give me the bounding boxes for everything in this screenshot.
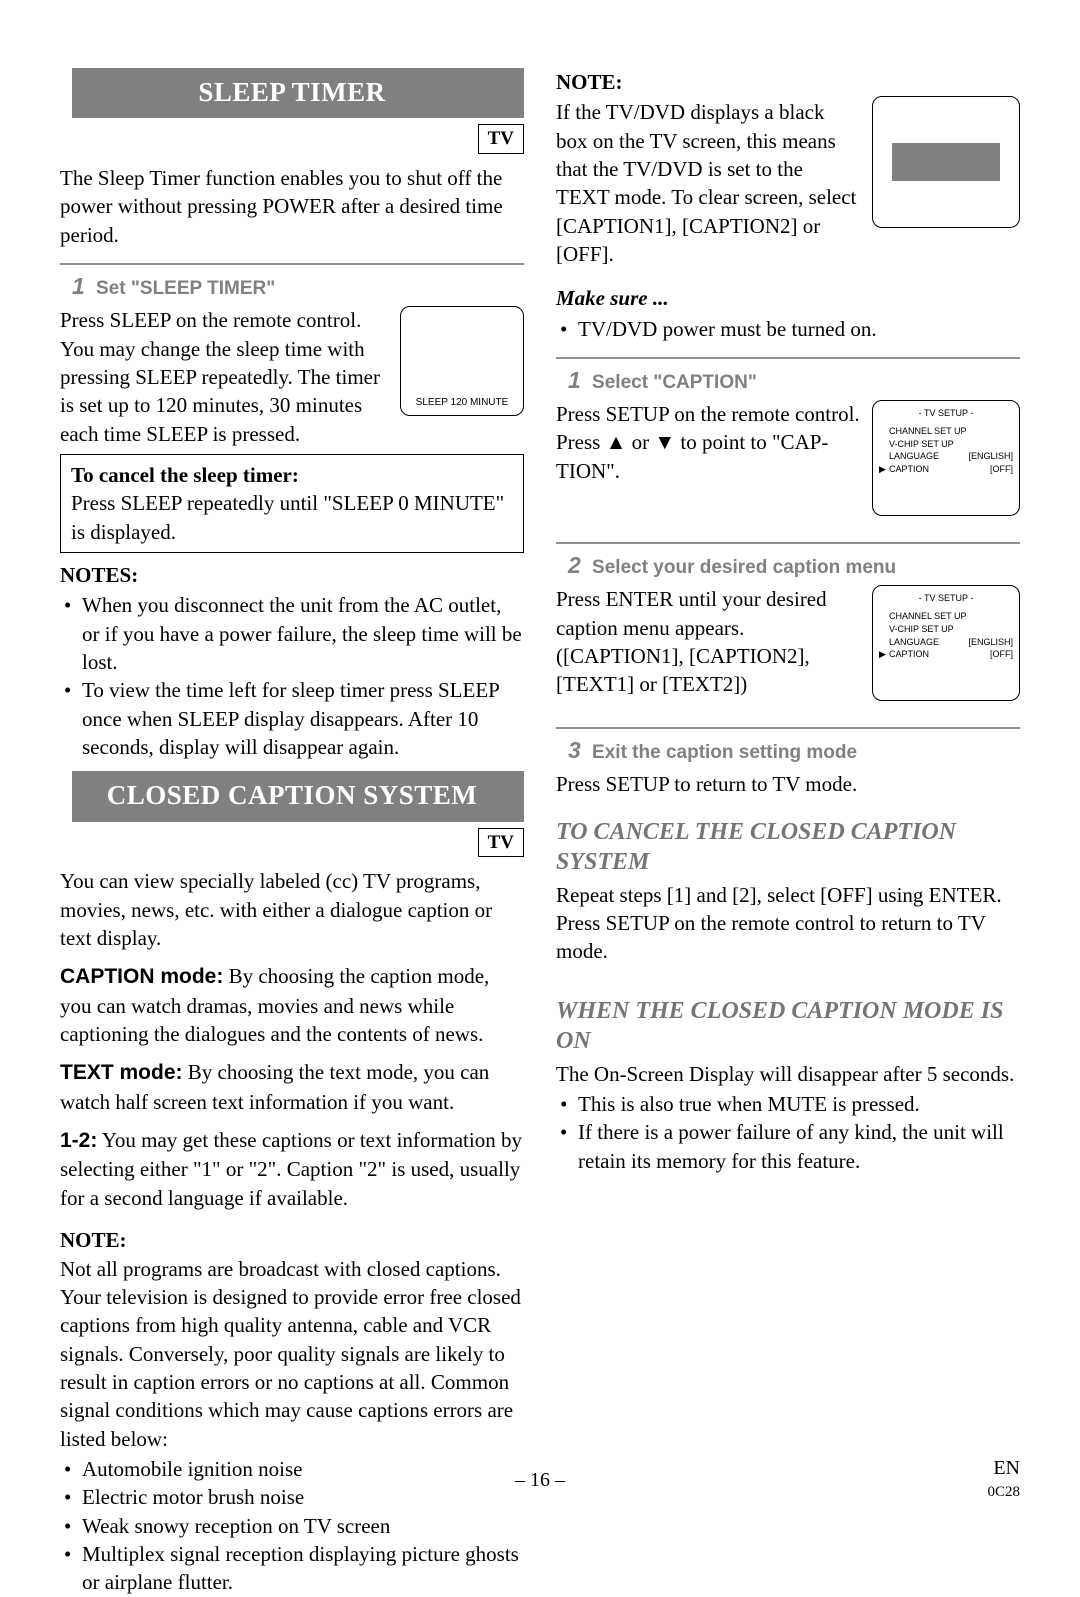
sleep-mini-text: SLEEP 120 MINUTE [416, 396, 509, 410]
menu-row: CAPTION [889, 463, 990, 476]
make-sure: Make sure ... [556, 284, 1020, 312]
step-title: Set "SLEEP TIMER" [96, 278, 275, 299]
cancel-cc-title: TO CANCEL THE CLOSED CAPTION SYSTEM [556, 817, 1020, 877]
step-3-heading: 3 Exit the caption setting mode [568, 735, 1020, 766]
caption-mode-para: CAPTION mode: By choosing the caption mo… [60, 962, 524, 1048]
tv-badge: TV [478, 828, 524, 858]
blackbox-mini-screen [872, 96, 1020, 228]
make-sure-list: TV/DVD power must be turned on. [556, 315, 1020, 343]
when-on-title: WHEN THE CLOSED CAPTION MODE IS ON [556, 996, 1020, 1056]
when-on-body: The On-Screen Display will disappear aft… [556, 1060, 1020, 1088]
tv-setup-mini-screen: - TV SETUP - CHANNEL SET UP V-CHIP SET U… [872, 585, 1020, 701]
menu-val: [ENGLISH] [968, 636, 1013, 649]
list-item: When you disconnect the unit from the AC… [64, 591, 524, 676]
menu-val: [OFF] [990, 463, 1013, 476]
footer-code: 0C28 [987, 1482, 1020, 1502]
note-heading: NOTE: [60, 1226, 524, 1254]
mini-title: - TV SETUP - [879, 407, 1013, 419]
list-item: TV/DVD power must be turned on. [560, 315, 1020, 343]
step-2-body-2: ([CAPTION1], [CAPTION2], [TEXT1] or [TEX… [556, 642, 862, 699]
step-1-body: Press SETUP on the remote control. Press… [556, 400, 862, 485]
list-item: To view the time left for sleep timer pr… [64, 676, 524, 761]
step-title: Select "CAPTION" [592, 372, 757, 393]
list-item: This is also true when MUTE is pressed. [560, 1090, 1020, 1118]
menu-val: [OFF] [990, 648, 1013, 661]
note-body: If the TV/DVD displays a black box on th… [556, 98, 858, 268]
step-number: 2 [568, 552, 581, 578]
step-1-body: Press SLEEP on the remote control. You m… [60, 306, 392, 448]
one-two-para: 1-2: You may get these captions or text … [60, 1126, 524, 1212]
closed-caption-banner: CLOSED CAPTION SYSTEM [60, 771, 524, 821]
sleep-timer-banner: SLEEP TIMER [60, 68, 524, 118]
when-on-list: This is also true when MUTE is pressed. … [556, 1090, 1020, 1175]
blackbox-inner [892, 143, 1000, 181]
menu-row: LANGUAGE [889, 450, 968, 463]
menu-row: V-CHIP SET UP [889, 623, 1013, 636]
step-number: 3 [568, 737, 581, 763]
menu-val: [ENGLISH] [968, 450, 1013, 463]
one-two-label: 1-2: [60, 1129, 97, 1152]
step-2-heading: 2 Select your desired caption menu [568, 550, 1020, 581]
footer: – 16 – EN 0C28 [0, 1467, 1080, 1494]
note-heading: NOTE: [556, 68, 1020, 96]
list-item: If there is a power failure of any kind,… [560, 1118, 1020, 1175]
step-title: Exit the caption setting mode [592, 742, 857, 763]
menu-row: LANGUAGE [889, 636, 968, 649]
step-number: 1 [568, 367, 581, 393]
cancel-cc-body: Repeat steps [1] and [2], select [OFF] u… [556, 881, 1020, 966]
menu-row: CHANNEL SET UP [889, 425, 1013, 438]
menu-row: CHANNEL SET UP [889, 610, 1013, 623]
page-number: – 16 – [0, 1467, 1080, 1494]
text-mode-label: TEXT mode: [60, 1061, 183, 1084]
step-3-body: Press SETUP to return to TV mode. [556, 770, 1020, 798]
notes-list: When you disconnect the unit from the AC… [60, 591, 524, 761]
banner-text: CLOSED CAPTION SYSTEM [107, 780, 478, 810]
cc-intro: You can view specially labeled (cc) TV p… [60, 867, 524, 952]
step-number: 1 [72, 273, 85, 299]
step-1-heading: 1 Set "SLEEP TIMER" [72, 271, 524, 302]
cancel-title: To cancel the sleep timer: [71, 461, 513, 489]
step-1-heading: 1 Select "CAPTION" [568, 365, 1020, 396]
tv-badge: TV [478, 124, 524, 154]
divider [60, 263, 524, 265]
caption-mode-label: CAPTION mode: [60, 965, 223, 988]
divider [556, 727, 1020, 729]
one-two-body: You may get these captions or text infor… [60, 1128, 522, 1210]
banner-text: SLEEP TIMER [198, 77, 385, 107]
step-title: Select your desired caption menu [592, 557, 896, 578]
divider [556, 542, 1020, 544]
sleep-mini-screen: SLEEP 120 MINUTE [400, 306, 524, 416]
sleep-intro: The Sleep Timer function enables you to … [60, 164, 524, 249]
menu-row: CAPTION [889, 648, 990, 661]
notes-heading: NOTES: [60, 561, 524, 589]
text-mode-para: TEXT mode: By choosing the text mode, yo… [60, 1058, 524, 1116]
divider [556, 357, 1020, 359]
tv-setup-mini-screen: - TV SETUP - CHANNEL SET UP V-CHIP SET U… [872, 400, 1020, 516]
cancel-body: Press SLEEP repeatedly until "SLEEP 0 MI… [71, 489, 513, 546]
list-item: Multiplex signal reception displaying pi… [64, 1540, 524, 1597]
mini-title: - TV SETUP - [879, 592, 1013, 604]
menu-row: V-CHIP SET UP [889, 438, 1013, 451]
footer-en: EN [987, 1455, 1020, 1482]
note-body: Not all programs are broadcast with clos… [60, 1255, 524, 1453]
step-2-body-1: Press ENTER until your desired caption m… [556, 585, 862, 642]
cancel-box: To cancel the sleep timer: Press SLEEP r… [60, 454, 524, 553]
